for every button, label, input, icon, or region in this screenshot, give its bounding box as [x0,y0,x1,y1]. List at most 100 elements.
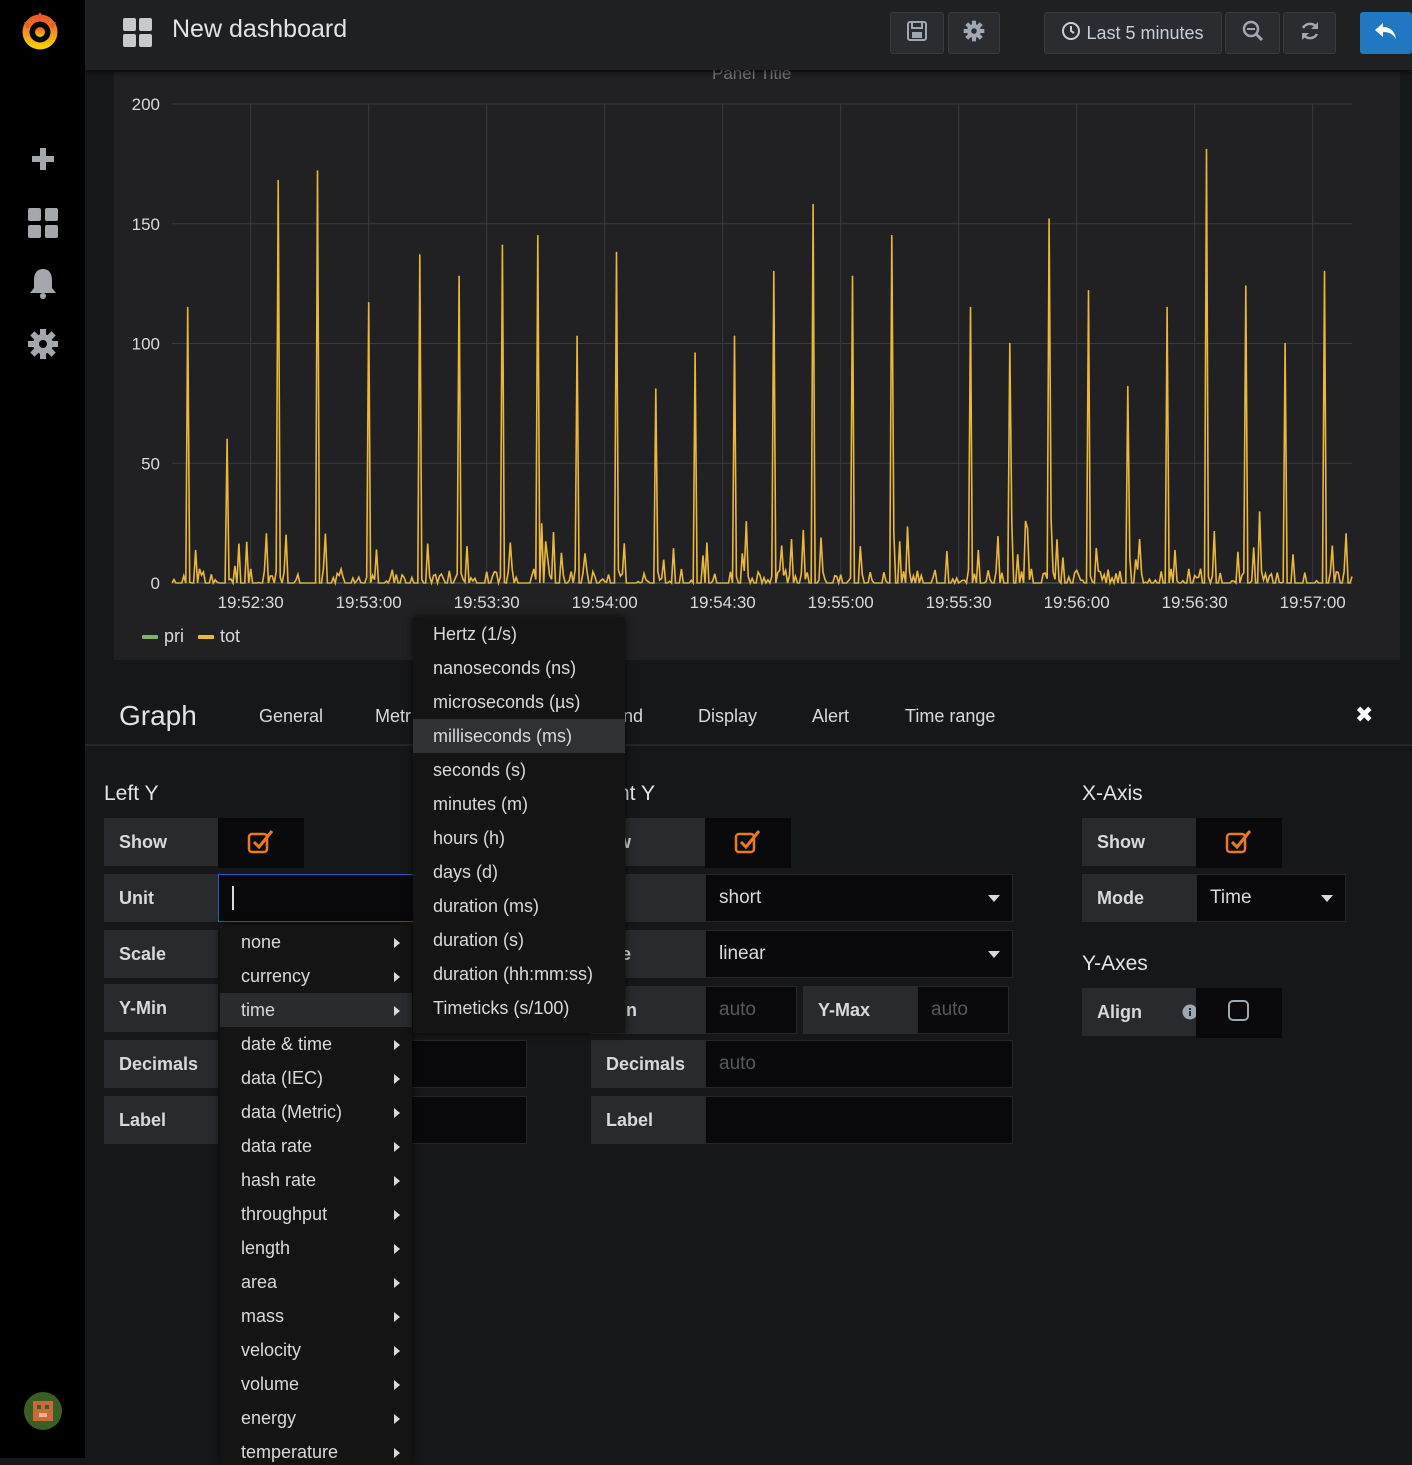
alerting-bell-icon[interactable] [24,264,62,302]
search-minus-icon [1242,20,1264,47]
time-unit-item[interactable]: microseconds (µs) [433,691,581,712]
unit-category-item[interactable]: currency [220,959,412,993]
right-y-scale-select[interactable]: linear [705,930,1013,978]
data-point-tot [733,335,736,338]
dashboard-title[interactable]: New dashboard [172,15,348,43]
unit-category-label: length [241,1237,291,1258]
data-point-tot [186,306,189,309]
unit-category-item[interactable]: data rate [220,1129,412,1163]
unit-category-item[interactable]: energy [220,1401,412,1435]
time-unit-item[interactable]: Timeticks (s/100) [433,997,570,1018]
caret-right-icon [394,1210,400,1220]
x-tick-label: 19:53:00 [336,593,402,612]
data-point-tot [419,254,421,256]
checkbox-unchecked-icon [1227,999,1251,1028]
dashboard-settings-button[interactable] [948,12,1000,54]
refresh-icon [1299,20,1321,47]
left-y-unit-input[interactable] [218,874,414,922]
right-y-label-input[interactable] [705,1096,1013,1144]
time-unit-item[interactable]: duration (hh:mm:ss) [433,963,594,984]
time-unit-item[interactable]: duration (s) [433,929,525,950]
caret-right-icon [394,1278,400,1288]
data-point-tot [1284,342,1286,345]
time-unit-item[interactable]: nanoseconds (ns) [433,657,577,678]
time-range-picker[interactable]: Last 5 minutes [1044,12,1222,54]
unit-category-item[interactable]: volume [220,1367,412,1401]
data-point-tot [1048,218,1050,220]
unit-category-item[interactable]: date & time [220,1027,412,1061]
left-y-decimals-input[interactable] [403,1040,527,1088]
user-avatar[interactable] [24,1392,62,1430]
y-axes-heading: Y-Axes [1082,952,1148,975]
tab-time-range[interactable]: Time range [905,706,996,726]
right-y-decimals-input[interactable]: auto [705,1040,1013,1088]
unit-category-item[interactable]: length [220,1231,412,1265]
dashboard-grid-icon[interactable] [123,18,153,53]
right-y-unit-select[interactable]: short [705,874,1013,922]
time-unit-item[interactable]: milliseconds (ms) [413,719,625,753]
unit-category-item[interactable]: time [220,993,412,1027]
time-unit-item[interactable]: seconds (s) [433,759,527,780]
save-dashboard-button[interactable] [890,12,944,54]
left-y-label-input[interactable] [403,1096,527,1144]
create-plus-icon[interactable] [24,140,62,178]
right-y-show-checkbox[interactable] [705,818,791,868]
time-unit-item[interactable]: minutes (m) [433,793,529,814]
unit-category-label: hash rate [241,1169,317,1190]
legend-item-tot[interactable]: tot [198,626,240,647]
data-point-tot [1245,285,1247,287]
editor-tab-bar: Graph General Metr nd Display Alert Time… [85,688,1412,746]
unit-category-item[interactable]: data (IEC) [220,1061,412,1095]
unit-category-label: throughput [241,1203,328,1224]
caret-right-icon [394,1176,400,1186]
caret-right-icon [394,1346,400,1356]
configuration-gear-icon[interactable] [24,325,62,363]
unit-category-item[interactable]: hash rate [220,1163,412,1197]
legend-label-pri: pri [164,626,185,646]
refresh-button[interactable] [1283,12,1336,54]
text-cursor [232,886,234,910]
grafana-logo[interactable] [18,8,62,52]
time-unit-item[interactable]: Hertz (1/s) [433,623,518,644]
save-disk-icon [906,20,928,47]
time-unit-item[interactable]: duration (ms) [433,895,540,916]
unit-category-item[interactable]: data (Metric) [220,1095,412,1129]
back-to-dashboard-button[interactable] [1360,12,1412,54]
unit-category-item[interactable]: throughput [220,1197,412,1231]
dashboards-icon[interactable] [24,204,62,242]
tab-alert[interactable]: Alert [812,706,850,726]
tab-general[interactable]: General [259,706,324,726]
x-axis-show-label: Show [1082,818,1196,866]
caret-right-icon [394,1074,400,1084]
caret-right-icon [394,1414,400,1424]
x-axis-mode-select[interactable]: Time [1196,874,1346,922]
sidebar [0,0,85,1458]
close-editor-icon[interactable]: ✖ [1355,702,1374,727]
left-y-show-checkbox[interactable] [218,818,304,868]
unit-category-item[interactable]: temperature [220,1435,412,1465]
x-axis-show-checkbox[interactable] [1196,818,1282,868]
info-circle-icon[interactable] [1182,1004,1198,1020]
right-y-ymin-input[interactable]: auto [705,986,797,1034]
data-point-tot [1205,148,1208,151]
time-range-label: Last 5 minutes [1086,22,1204,43]
time-unit-item[interactable]: days (d) [433,861,499,882]
tab-metrics[interactable]: Metr [375,706,411,726]
right-y-ymax-label: Y-Max [803,986,917,1034]
zoom-out-button[interactable] [1225,12,1280,54]
legend-item-pri[interactable]: pri [142,626,184,647]
time-unit-item[interactable]: hours (h) [433,827,506,848]
x-axis-mode-label: Mode [1082,874,1196,922]
y-axes-align-checkbox[interactable] [1196,988,1282,1038]
unit-category-item[interactable]: mass [220,1299,412,1333]
tab-legend[interactable]: nd [623,706,644,726]
unit-category-item[interactable]: none [220,925,412,959]
tab-display[interactable]: Display [698,706,758,726]
series-line-tot [171,149,1353,587]
x-axis-heading: X-Axis [1082,782,1143,805]
data-point-tot [773,270,775,273]
right-y-ymax-input[interactable]: auto [917,986,1009,1034]
unit-category-item[interactable]: area [220,1265,412,1299]
x-tick-label: 19:57:00 [1280,593,1346,612]
unit-category-item[interactable]: velocity [220,1333,412,1367]
